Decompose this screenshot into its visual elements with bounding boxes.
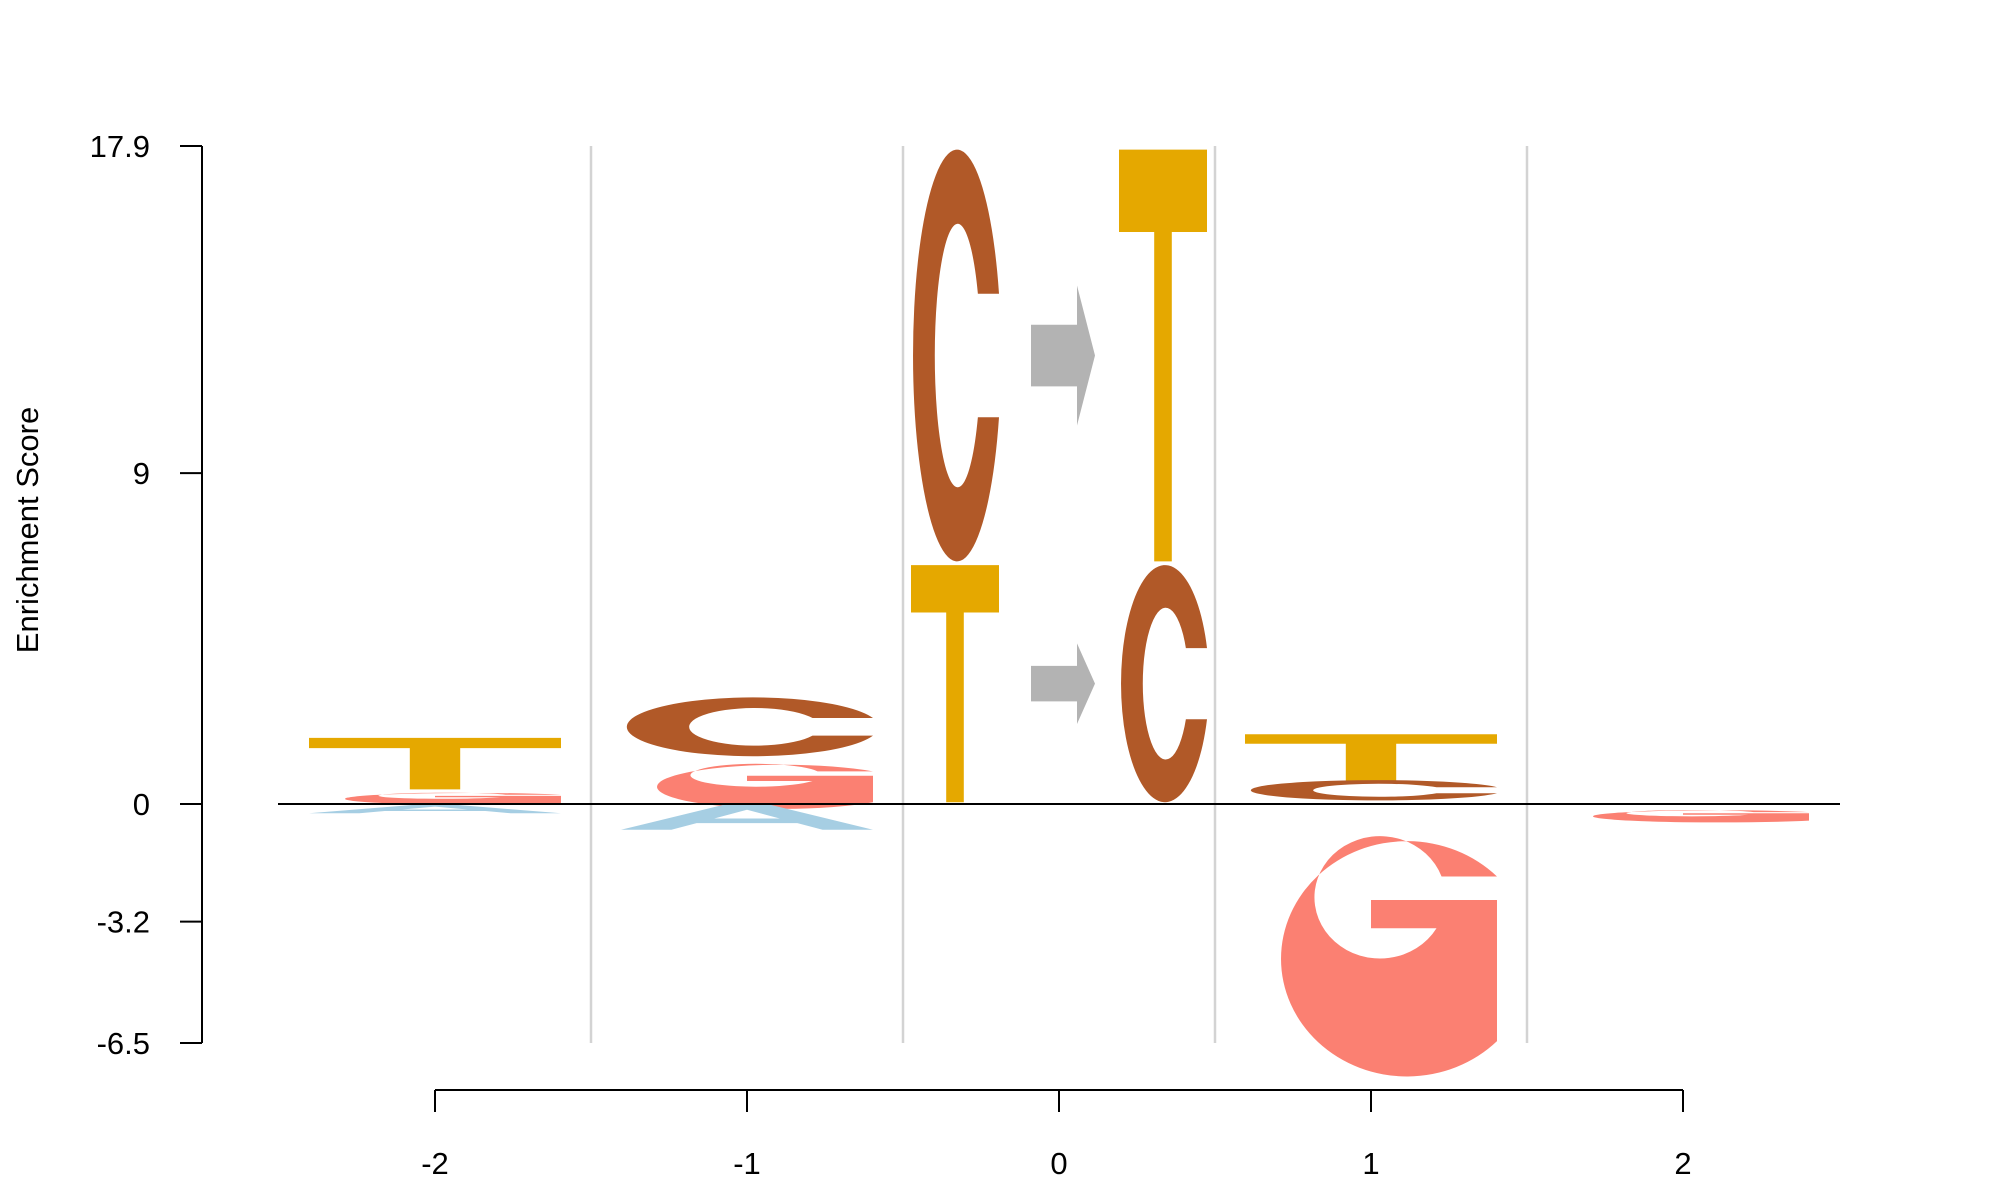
x-tick-label: -2: [421, 1146, 449, 1181]
letter-C: [626, 697, 873, 757]
x-tick-label: 1: [1362, 1146, 1379, 1181]
letter-marks: [309, 149, 1809, 1077]
letter-T: [309, 737, 561, 790]
axes: 17.9 9 0 -3.2 -6.5 -2 -1 0 1 2: [90, 129, 1840, 1181]
letter-C: [1250, 780, 1497, 801]
letter-G: [657, 763, 873, 809]
substitution-arrow-icon: [1031, 643, 1095, 724]
letter-A: [621, 804, 873, 830]
letter-T: [1119, 149, 1207, 562]
x-tick-label: 2: [1674, 1146, 1691, 1181]
letter-C: [1121, 565, 1207, 803]
y-tick-label: -6.5: [97, 1026, 150, 1061]
letter-A: [309, 804, 561, 814]
y-axis-title: Enrichment Score: [10, 407, 45, 653]
letter-T: [911, 565, 999, 803]
x-tick-label: 0: [1050, 1146, 1067, 1181]
y-tick-label: -3.2: [97, 905, 150, 940]
substitution-arrow-icon: [1031, 285, 1095, 426]
letter-G: [1281, 836, 1497, 1077]
letter-T: [1245, 734, 1497, 782]
y-tick-label: 9: [133, 456, 150, 491]
y-tick-label: 17.9: [90, 129, 150, 164]
letter-G: [345, 792, 561, 805]
letter-G: [1593, 810, 1809, 823]
letter-C: [913, 149, 999, 562]
y-tick-label: 0: [133, 787, 150, 822]
grid-lines: [589, 146, 1529, 1043]
x-tick-label: -1: [733, 1146, 761, 1181]
